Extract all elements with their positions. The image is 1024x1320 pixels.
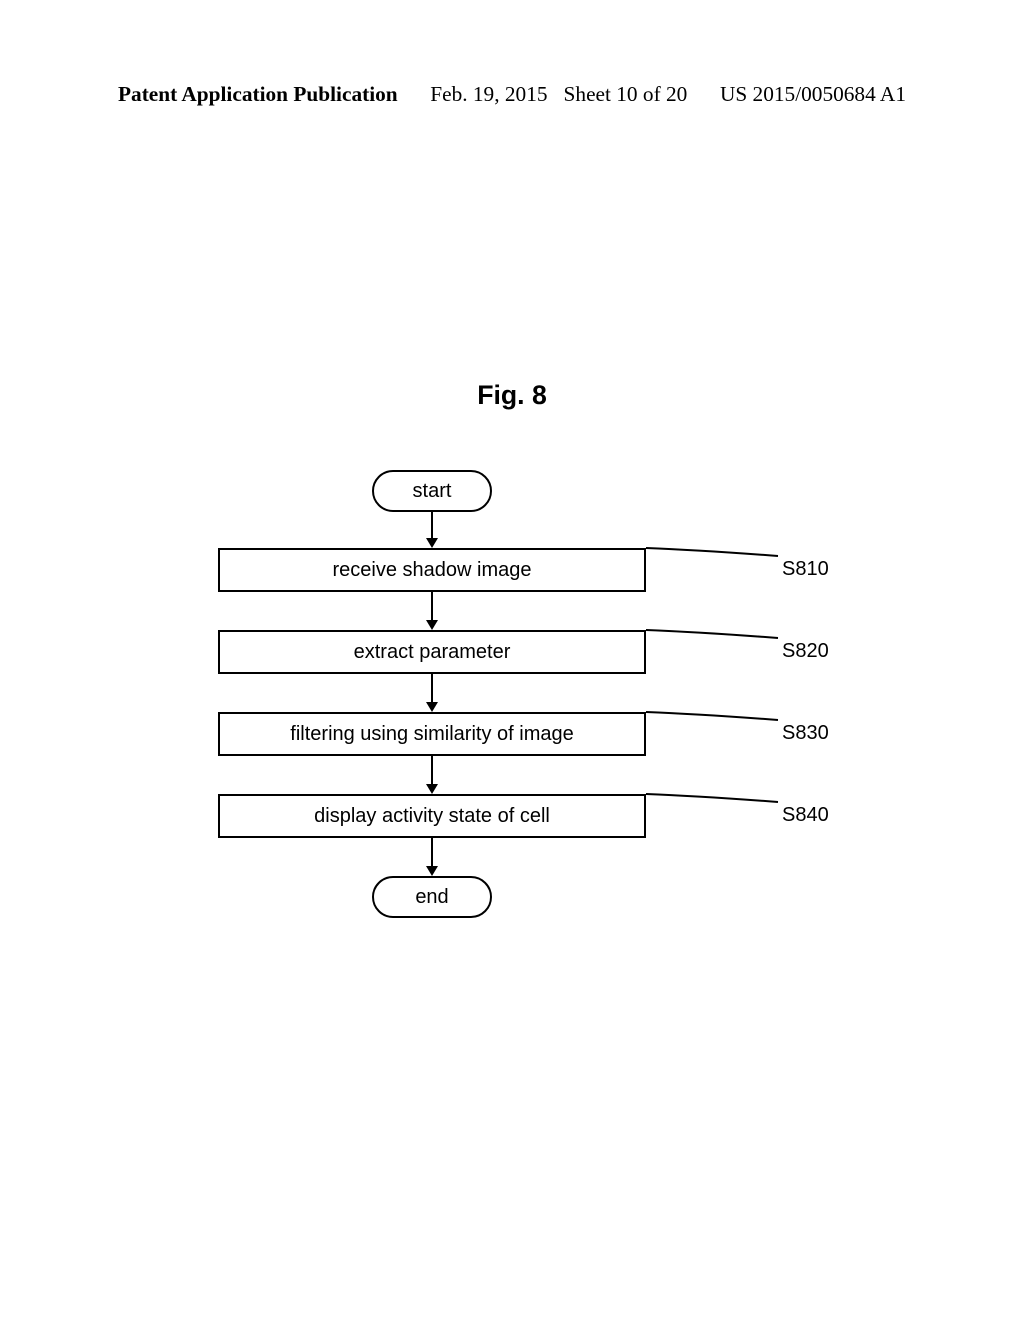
leader-s820: [646, 624, 784, 644]
arrowhead-start-s810: [426, 538, 438, 548]
process-s820: extract parameter: [218, 630, 646, 674]
edge-s830-s840: [431, 756, 433, 785]
page-root: Patent Application Publication Feb. 19, …: [0, 0, 1024, 1320]
leader-s810: [646, 542, 784, 562]
flowchart: start receive shadow image S810 extract par…: [0, 470, 1024, 970]
edge-s820-s830: [431, 674, 433, 703]
header-date: Feb. 19, 2015: [430, 82, 547, 106]
figure-caption: Fig. 8: [0, 380, 1024, 411]
page-header: Patent Application Publication Feb. 19, …: [118, 82, 906, 107]
header-left: Patent Application Publication: [118, 82, 398, 107]
header-right: US 2015/0050684 A1: [720, 82, 906, 107]
step-ref-s840: S840: [782, 804, 829, 827]
header-sheet: Sheet 10 of 20: [564, 82, 688, 106]
process-s840: display activity state of cell: [218, 794, 646, 838]
edge-s810-s820: [431, 592, 433, 621]
terminator-end: end: [372, 876, 492, 918]
step-ref-s830: S830: [782, 722, 829, 745]
arrowhead-s830-s840: [426, 784, 438, 794]
edge-start-s810: [431, 512, 433, 539]
process-s810: receive shadow image: [218, 548, 646, 592]
arrowhead-s810-s820: [426, 620, 438, 630]
arrowhead-s840-end: [426, 866, 438, 876]
step-ref-s820: S820: [782, 640, 829, 663]
edge-s840-end: [431, 838, 433, 867]
header-center: Feb. 19, 2015 Sheet 10 of 20: [398, 82, 720, 107]
step-ref-s810: S810: [782, 558, 829, 581]
leader-s830: [646, 706, 784, 726]
terminator-start: start: [372, 470, 492, 512]
process-s830: filtering using similarity of image: [218, 712, 646, 756]
arrowhead-s820-s830: [426, 702, 438, 712]
leader-s840: [646, 788, 784, 808]
